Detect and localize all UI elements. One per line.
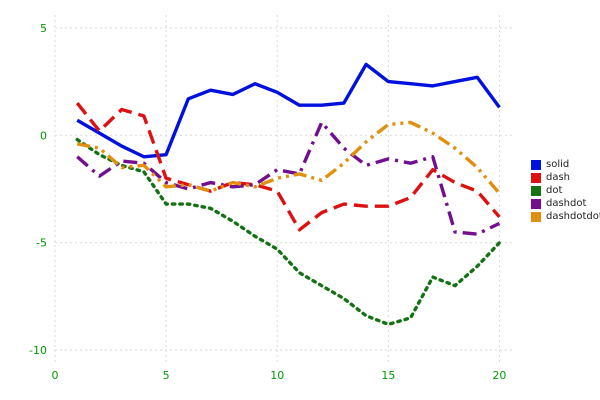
y-tick-label: -5 bbox=[36, 237, 47, 250]
legend-item-dashdotdot: dashdotdot bbox=[531, 212, 600, 222]
legend-swatch-dot bbox=[531, 186, 541, 196]
legend-label: solid bbox=[546, 159, 570, 170]
legend-swatch-dashdotdot bbox=[531, 212, 541, 222]
x-tick-label: 15 bbox=[381, 369, 395, 382]
series-line-dot bbox=[75, 137, 502, 327]
series-line-solid bbox=[76, 62, 501, 159]
legend-item-dot: dot bbox=[531, 186, 600, 196]
legend-swatch-solid bbox=[531, 160, 541, 170]
legend-label: dashdot bbox=[546, 198, 587, 209]
x-tick-label: 5 bbox=[163, 369, 170, 382]
y-tick-label: -10 bbox=[29, 344, 47, 357]
x-tick-label: 10 bbox=[270, 369, 284, 382]
y-tick-label: 5 bbox=[40, 22, 47, 35]
series-line-dashdot bbox=[76, 120, 501, 236]
series-line-dashdotdot bbox=[76, 120, 501, 195]
legend-item-dash: dash bbox=[531, 173, 600, 183]
legend-label: dot bbox=[546, 185, 563, 196]
series-line-dash bbox=[75, 102, 501, 232]
x-tick-label: 0 bbox=[52, 369, 59, 382]
legend-item-solid: solid bbox=[531, 160, 600, 170]
legend-item-dashdot: dashdot bbox=[531, 199, 600, 209]
legend-label: dash bbox=[546, 172, 571, 183]
y-tick-label: 0 bbox=[40, 129, 47, 142]
legend-swatch-dash bbox=[531, 173, 541, 183]
legend-label: dashdotdot bbox=[546, 211, 600, 222]
legend: solid dash dot dashdot dashdotdot bbox=[531, 160, 600, 222]
x-tick-label: 20 bbox=[492, 369, 506, 382]
legend-swatch-dashdot bbox=[531, 199, 541, 209]
